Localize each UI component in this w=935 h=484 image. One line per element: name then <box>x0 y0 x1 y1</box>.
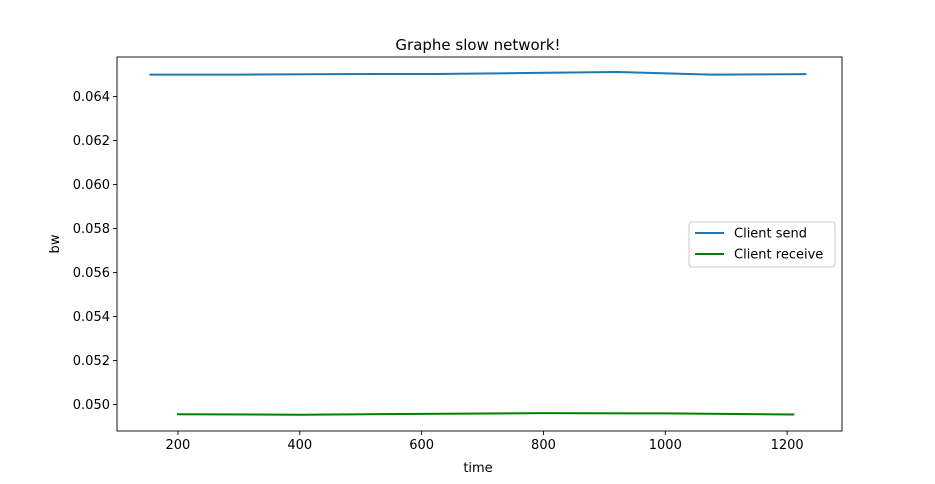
x-axis-label: time <box>463 461 492 476</box>
x-tick-label: 800 <box>531 438 556 453</box>
legend-box <box>688 221 836 268</box>
legend-label-1: Client receive <box>734 248 823 263</box>
y-tick-label: 0.050 <box>73 398 110 413</box>
plot-frame <box>116 56 843 432</box>
y-tick-label: 0.056 <box>73 266 110 281</box>
x-axis-ticks: 200 400 600 800 1000 1200 <box>166 431 804 453</box>
y-tick-label: 0.062 <box>73 134 110 149</box>
series-line-1 <box>176 412 795 416</box>
series-layer <box>149 70 807 416</box>
chart-title: Graphe slow network! <box>395 36 560 54</box>
y-tick-label: 0.054 <box>73 310 110 325</box>
x-tick-label: 600 <box>409 438 434 453</box>
y-tick-label: 0.060 <box>73 178 110 193</box>
x-tick-label: 200 <box>166 438 191 453</box>
legend: Client send Client receive <box>688 221 836 268</box>
y-tick-label: 0.052 <box>73 354 110 369</box>
x-tick-label: 1200 <box>771 438 804 453</box>
y-tick-label: 0.064 <box>73 90 110 105</box>
y-axis-label: bw <box>48 234 63 253</box>
y-axis-ticks: 0.050 0.052 0.054 0.056 0.058 0.060 0.062 0.064 <box>73 90 117 413</box>
x-tick-label: 1000 <box>649 438 682 453</box>
legend-label-0: Client send <box>734 227 807 242</box>
y-tick-label: 0.058 <box>73 222 110 237</box>
series-line-0 <box>149 70 807 76</box>
x-tick-label: 400 <box>287 438 312 453</box>
